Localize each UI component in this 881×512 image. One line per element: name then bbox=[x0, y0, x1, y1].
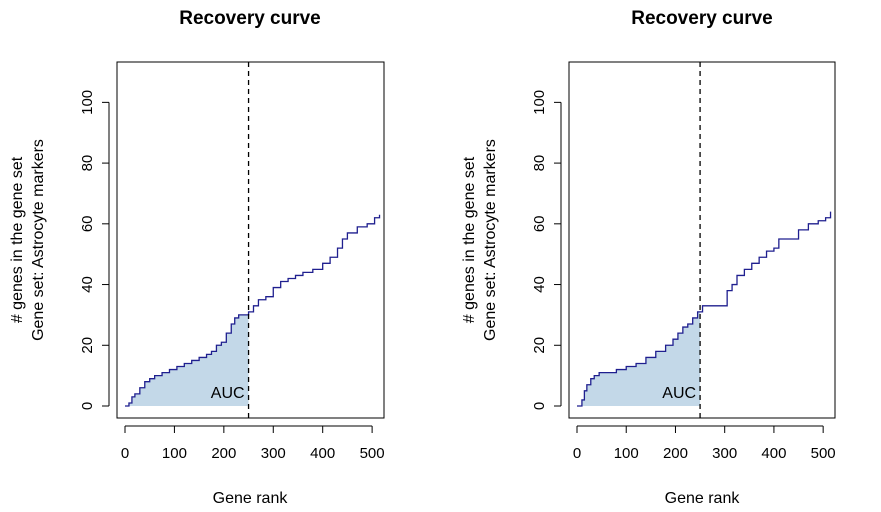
auc-area bbox=[125, 311, 249, 406]
y-tick-label: 20 bbox=[79, 337, 96, 354]
auc-label: AUC bbox=[211, 385, 245, 402]
x-axis-label: Gene rank bbox=[665, 490, 741, 507]
x-axis-label: Gene rank bbox=[213, 490, 289, 507]
y-tick-label: 80 bbox=[531, 155, 548, 172]
recovery-curve-line bbox=[577, 211, 832, 407]
y-axis-label-line-2: Gene set: Astrocyte markers bbox=[482, 139, 499, 341]
x-tick-label: 500 bbox=[811, 445, 836, 462]
y-tick-label: 0 bbox=[79, 402, 96, 410]
x-tick-label: 200 bbox=[663, 445, 688, 462]
plot-frame bbox=[116, 61, 385, 419]
y-tick-label: 60 bbox=[79, 215, 96, 232]
x-tick-label: 100 bbox=[162, 445, 187, 462]
x-tick-label: 200 bbox=[211, 445, 236, 462]
x-tick-label: 0 bbox=[121, 445, 129, 462]
auc-area bbox=[577, 311, 701, 406]
y-tick-label: 40 bbox=[531, 276, 548, 293]
y-axis-label-line-2: Gene set: Astrocyte markers bbox=[30, 139, 47, 341]
y-tick-label: 40 bbox=[79, 276, 96, 293]
chart-title: Recovery curve bbox=[631, 8, 773, 29]
x-tick-label: 0 bbox=[573, 445, 581, 462]
auc-label: AUC bbox=[662, 385, 696, 402]
x-tick-label: 400 bbox=[310, 445, 335, 462]
y-tick-label: 20 bbox=[531, 337, 548, 354]
y-tick-label: 60 bbox=[531, 215, 548, 232]
y-axis-label-line-1: # genes in the gene set bbox=[9, 156, 26, 323]
y-tick-label: 100 bbox=[531, 90, 548, 115]
y-tick-label: 0 bbox=[531, 402, 548, 410]
y-tick-label: 100 bbox=[79, 90, 96, 115]
plot-frame bbox=[568, 61, 836, 419]
chart-title: Recovery curve bbox=[179, 8, 321, 29]
recovery-curve-line bbox=[125, 214, 381, 407]
x-tick-label: 300 bbox=[712, 445, 737, 462]
y-tick-label: 80 bbox=[79, 155, 96, 172]
x-tick-label: 300 bbox=[261, 445, 286, 462]
x-tick-label: 100 bbox=[614, 445, 639, 462]
x-tick-label: 500 bbox=[360, 445, 385, 462]
y-axis-label-line-1: # genes in the gene set bbox=[461, 156, 478, 323]
x-tick-label: 400 bbox=[761, 445, 786, 462]
